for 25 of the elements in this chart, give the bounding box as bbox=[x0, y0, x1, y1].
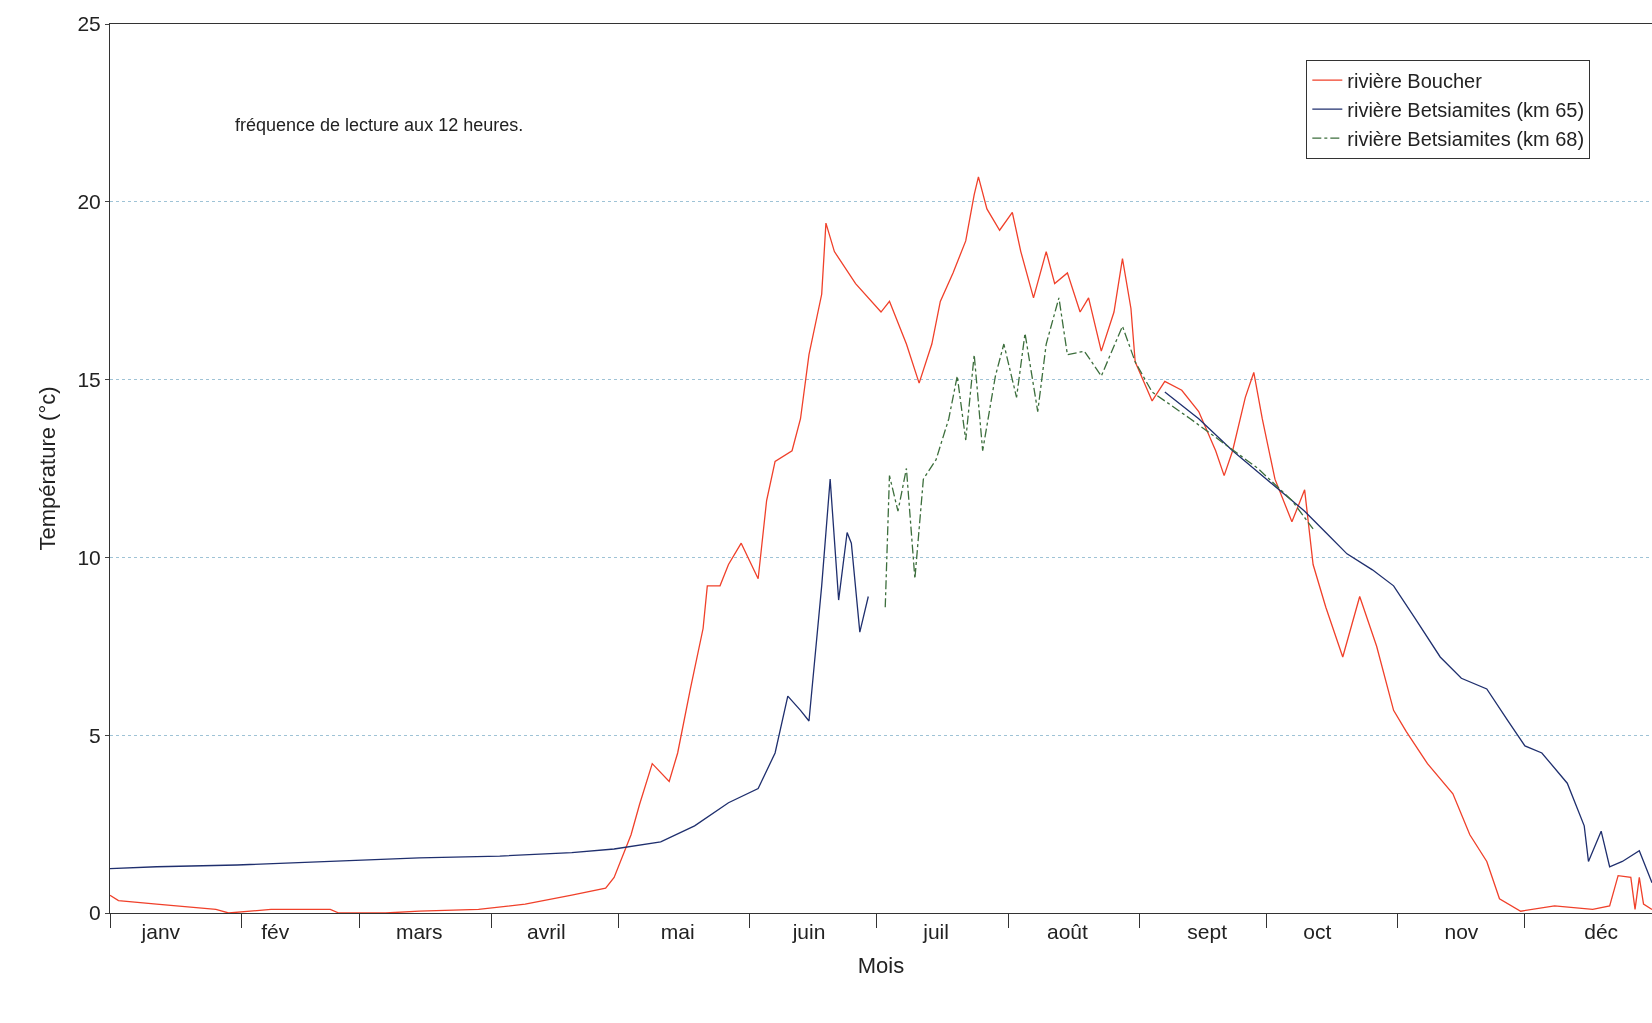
x-tick-label: avril bbox=[527, 920, 566, 944]
x-tick-label: janv bbox=[140, 920, 181, 944]
x-tick-label: oct bbox=[1303, 920, 1332, 944]
y-tick-label: 0 bbox=[89, 901, 101, 925]
x-tick-label: mai bbox=[660, 920, 695, 944]
x-tick-label: mars bbox=[395, 920, 443, 944]
y-tick-label: 5 bbox=[89, 723, 101, 747]
y-tick-label: 20 bbox=[77, 190, 101, 214]
x-tick-label: nov bbox=[1444, 920, 1479, 944]
y-tick-label: 15 bbox=[77, 367, 101, 391]
x-tick-label: juil bbox=[922, 920, 949, 944]
legend-label: rivière Betsiamites (km 68) bbox=[1347, 127, 1585, 150]
line-series bbox=[884, 297, 1314, 608]
x-tick-label: sept bbox=[1187, 920, 1228, 944]
x-tick-label: déc bbox=[1584, 920, 1619, 944]
y-axis-title: Température (°c) bbox=[35, 386, 61, 551]
legend-label: rivière Betsiamites (km 65) bbox=[1347, 98, 1585, 121]
annotation: fréquence de lecture aux 12 heures. bbox=[235, 115, 524, 135]
x-tick-label: août bbox=[1046, 920, 1088, 944]
x-tick-label: juin bbox=[791, 920, 826, 944]
x-tick-label: fév bbox=[261, 920, 290, 944]
y-tick-label: 10 bbox=[77, 545, 101, 569]
x-axis-title: Mois bbox=[857, 953, 905, 979]
y-tick-label: 25 bbox=[77, 12, 101, 36]
legend-label: rivière Boucher bbox=[1347, 69, 1483, 92]
